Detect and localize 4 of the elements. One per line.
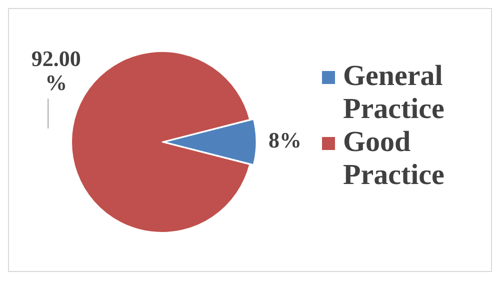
legend-label: General Practice [343,60,446,126]
data-label: 92.00 % [31,46,81,96]
data-label: 8% [268,128,302,153]
legend-label: Good Practice [343,126,446,192]
